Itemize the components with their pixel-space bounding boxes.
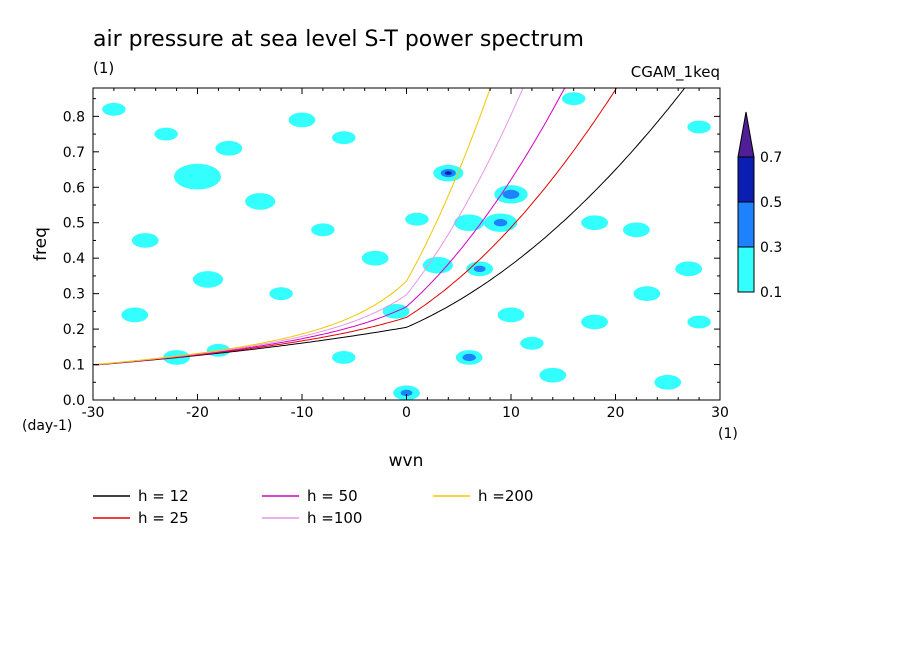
contour-patch — [332, 351, 356, 364]
contour-patch — [269, 287, 293, 301]
colorbar-label: 0.1 — [760, 285, 782, 301]
dispersion-curve-h200 — [93, 88, 491, 366]
x-tick-label: -10 — [291, 405, 314, 421]
contour-patch — [444, 171, 452, 175]
y-tick-label: 0.1 — [63, 358, 85, 374]
chart-subtitle-right: CGAM_1keq — [631, 63, 720, 82]
contour-patch — [332, 131, 356, 145]
x-tick-label: 10 — [502, 405, 520, 421]
contour-patch — [473, 265, 486, 273]
contour-patch — [462, 353, 476, 362]
contour-patch — [288, 112, 316, 128]
y-tick-label: 0.8 — [63, 109, 85, 125]
contour-patch — [493, 219, 508, 227]
legend-label-h50: h = 50 — [307, 487, 358, 505]
contour-patch — [581, 215, 608, 231]
contour-patch — [174, 163, 221, 190]
x-unit-label: (1) — [718, 426, 738, 442]
colorbar: 0.7 0.5 0.3 0.1 — [737, 111, 782, 301]
y-tick-label: 0.0 — [63, 393, 85, 409]
contour-patch — [561, 92, 586, 106]
y-tick-label: 0.2 — [63, 322, 85, 338]
contour-patch — [422, 256, 453, 274]
colorbar-arrow — [737, 111, 755, 158]
y-unit-label: (day-1) — [22, 418, 72, 434]
contour-patch — [102, 102, 126, 116]
contour-patch — [687, 315, 711, 329]
y-tick-label: 0.4 — [63, 251, 85, 267]
contour-patch — [654, 374, 682, 390]
colorbar-swatch — [737, 156, 755, 203]
contour-patch — [405, 212, 429, 226]
contour-patch — [581, 314, 608, 330]
contour-patch — [633, 286, 661, 301]
legend: h = 12 h = 25 h = 50 h =100 h =200 — [93, 487, 533, 527]
legend-label-h12: h = 12 — [138, 487, 189, 505]
x-tick-label: -30 — [82, 405, 105, 421]
x-axis-label: wvn — [389, 451, 424, 471]
contour-patch — [121, 307, 149, 323]
legend-label-h200: h =200 — [478, 487, 533, 505]
contour-patch — [215, 140, 243, 156]
contour-patch — [154, 127, 178, 141]
x-tick-label: 20 — [607, 405, 625, 421]
colorbar-label: 0.3 — [760, 240, 782, 256]
contour-patch — [454, 214, 485, 232]
dispersion-curve-h50 — [93, 88, 566, 366]
contour-patch — [497, 307, 525, 323]
contour-patch — [539, 367, 567, 383]
contour-patch — [131, 233, 159, 248]
x-tick-label: 30 — [711, 405, 729, 421]
colorbar-label: 0.5 — [760, 195, 782, 211]
x-axis: -30 -20 -10 0 10 20 30 — [82, 88, 729, 421]
contour-patch — [245, 193, 276, 210]
legend-label-h25: h = 25 — [138, 509, 189, 527]
colorbar-swatch — [737, 246, 755, 293]
contour-patch — [502, 189, 520, 199]
y-axis: 0.0 0.1 0.2 0.3 0.4 0.5 0.6 0.7 0.8 — [63, 98, 720, 409]
contour-patch — [520, 336, 544, 350]
contour-patch — [361, 250, 389, 266]
chart-subtitle-left: (1) — [93, 59, 114, 77]
contour-patch — [623, 222, 650, 238]
contour-patch — [675, 261, 703, 277]
chart-title: air pressure at sea level S-T power spec… — [93, 27, 584, 52]
contour-patch — [687, 120, 711, 134]
contour-patch — [400, 389, 413, 397]
contour-patch — [192, 271, 223, 288]
x-tick-label: 0 — [402, 405, 411, 421]
y-tick-label: 0.7 — [63, 145, 85, 161]
y-axis-label: freq — [31, 227, 51, 261]
y-tick-label: 0.3 — [63, 287, 85, 303]
contour-patch — [311, 223, 335, 237]
colorbar-label: 0.7 — [760, 150, 782, 166]
y-tick-label: 0.6 — [63, 180, 85, 196]
colorbar-swatch — [737, 201, 755, 248]
x-tick-label: -20 — [186, 405, 209, 421]
legend-label-h100: h =100 — [307, 509, 362, 527]
y-tick-label: 0.5 — [63, 216, 85, 232]
contour-fill-layer — [102, 92, 711, 400]
